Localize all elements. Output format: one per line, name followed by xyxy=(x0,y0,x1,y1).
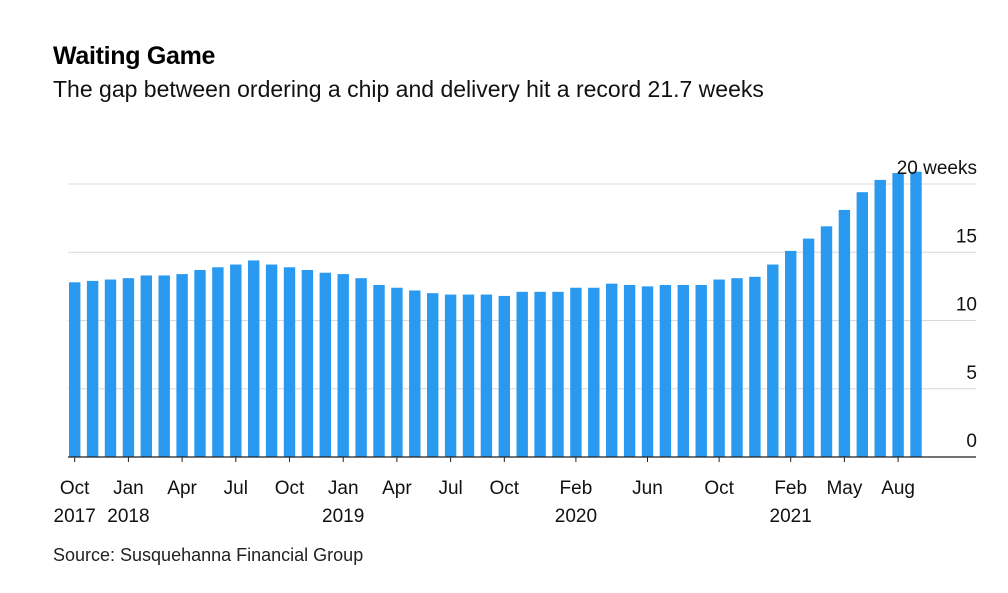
bar xyxy=(122,278,135,457)
x-tick-year-label: 2019 xyxy=(322,506,364,527)
x-tick-label: Jul xyxy=(438,478,462,499)
bar xyxy=(552,291,564,457)
x-tick-label: Feb xyxy=(774,478,807,499)
bar xyxy=(820,226,833,457)
y-axis-labels: 0 5 10 15 20 weeks xyxy=(897,158,977,452)
bar xyxy=(444,294,457,457)
bar xyxy=(158,275,170,457)
bar xyxy=(713,279,725,457)
bar xyxy=(785,250,797,457)
bar xyxy=(230,264,242,457)
y-tick-label: 5 xyxy=(966,363,977,384)
bar xyxy=(248,260,260,457)
bar xyxy=(856,192,868,457)
bar xyxy=(462,294,475,457)
bar xyxy=(677,285,689,457)
bar xyxy=(86,280,99,457)
bar xyxy=(301,269,314,457)
bar xyxy=(283,267,296,457)
bar xyxy=(892,173,904,457)
x-tick-label: Feb xyxy=(560,478,593,499)
x-tick-label: Oct xyxy=(275,478,305,499)
chart-subtitle: The gap between ordering a chip and deli… xyxy=(53,76,764,102)
bar xyxy=(874,179,886,457)
source-note: Source: Susquehanna Financial Group xyxy=(53,545,364,565)
x-tick-label: Apr xyxy=(167,478,197,499)
x-tick-label: Jan xyxy=(328,478,359,499)
bar xyxy=(516,291,528,457)
bar xyxy=(623,285,636,457)
bar xyxy=(319,272,331,457)
bar xyxy=(212,267,224,457)
x-tick-label: May xyxy=(826,478,862,499)
x-tick-label: Oct xyxy=(704,478,734,499)
bar xyxy=(498,295,510,457)
bar xyxy=(802,238,815,457)
x-axis: Oct 2017 Jan 2018 Apr Jul Oct Jan 2019 Apr Jul Oct F… xyxy=(54,456,976,527)
bar xyxy=(606,283,618,457)
x-tick-label: Jul xyxy=(224,478,248,499)
x-tick-year-label: 2017 xyxy=(54,506,96,527)
x-tick-label: Oct xyxy=(490,478,520,499)
bar xyxy=(838,209,851,457)
bar xyxy=(194,269,206,457)
bar xyxy=(588,287,600,457)
bar xyxy=(104,279,117,457)
x-tick-label: Jun xyxy=(632,478,663,499)
bar xyxy=(910,171,922,457)
bar xyxy=(409,290,421,457)
bar xyxy=(355,278,367,457)
y-tick-label: 10 xyxy=(956,295,977,316)
bar xyxy=(69,282,81,457)
bar xyxy=(140,275,152,457)
x-tick-label: Oct xyxy=(60,478,90,499)
bar xyxy=(337,274,349,457)
bar xyxy=(695,285,707,457)
bar xyxy=(373,285,385,457)
bar xyxy=(749,276,761,457)
bar xyxy=(767,264,779,457)
bar xyxy=(534,291,546,457)
y-tick-label: 15 xyxy=(956,226,977,247)
x-tick-year-label: 2020 xyxy=(555,506,597,527)
bar xyxy=(391,287,403,457)
bar xyxy=(731,278,743,457)
bar xyxy=(641,286,654,457)
x-tick-label: Aug xyxy=(881,478,915,499)
bars xyxy=(69,171,922,457)
bar xyxy=(265,264,278,457)
x-tick-year-label: 2021 xyxy=(770,506,812,527)
bar xyxy=(176,274,188,457)
y-tick-label: 0 xyxy=(966,431,977,452)
bar xyxy=(659,285,672,457)
chart-title: Waiting Game xyxy=(53,42,216,70)
x-tick-label: Apr xyxy=(382,478,412,499)
x-tick-label: Jan xyxy=(113,478,144,499)
bar xyxy=(427,293,439,457)
bar xyxy=(570,287,582,457)
y-tick-label: 20 weeks xyxy=(897,158,977,179)
x-tick-year-label: 2018 xyxy=(107,506,149,527)
bar xyxy=(480,294,493,457)
